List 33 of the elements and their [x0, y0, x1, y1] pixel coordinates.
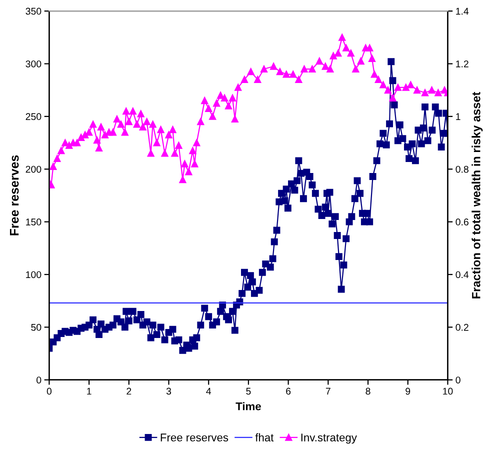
legend-label: Inv.strategy: [301, 434, 357, 444]
y2-tick-label: 0.2: [456, 324, 468, 331]
y2-tick-label: 1: [456, 113, 460, 120]
legend-label: Free reserves: [160, 434, 228, 442]
x-tick-label: 7: [326, 388, 330, 395]
x-tick-label: 3: [166, 388, 172, 395]
y-tick-label: 150: [26, 218, 42, 226]
x-tick-label: 4: [206, 388, 212, 395]
x-tick-label: 6: [286, 388, 291, 395]
x-tick-label: 5: [246, 388, 251, 395]
y2-tick-label: 1.2: [456, 60, 468, 68]
y2-axis-title: Fraction of total wealth in risky asset: [472, 92, 483, 298]
y2-tick-label: 0.8: [456, 166, 468, 173]
y-tick-label: 200: [26, 166, 42, 173]
y-tick-label: 50: [31, 324, 42, 331]
y-tick-label: 350: [26, 8, 42, 15]
y-tick-label: 300: [26, 60, 42, 68]
x-tick-label: 8: [366, 388, 370, 395]
y2-tick-label: 0.6: [456, 218, 468, 226]
x-tick-label: 1: [87, 388, 92, 395]
y-axis-title: Free reserves: [10, 155, 19, 236]
y-tick-label: 0: [36, 376, 42, 384]
x-axis-title: Time: [236, 402, 261, 410]
y-tick-label: 250: [26, 113, 42, 120]
legend-label: fhat: [255, 433, 274, 442]
y2-tick-label: 0: [456, 376, 460, 384]
y2-tick-label: 0.4: [456, 271, 469, 278]
x-tick-label: 9: [406, 388, 410, 395]
x-tick-label: 10: [443, 388, 453, 395]
x-tick-label: 0: [46, 388, 52, 395]
x-tick-label: 2: [126, 388, 132, 395]
y2-tick-label: 1.4: [456, 8, 469, 15]
y-tick-label: 100: [26, 271, 42, 278]
